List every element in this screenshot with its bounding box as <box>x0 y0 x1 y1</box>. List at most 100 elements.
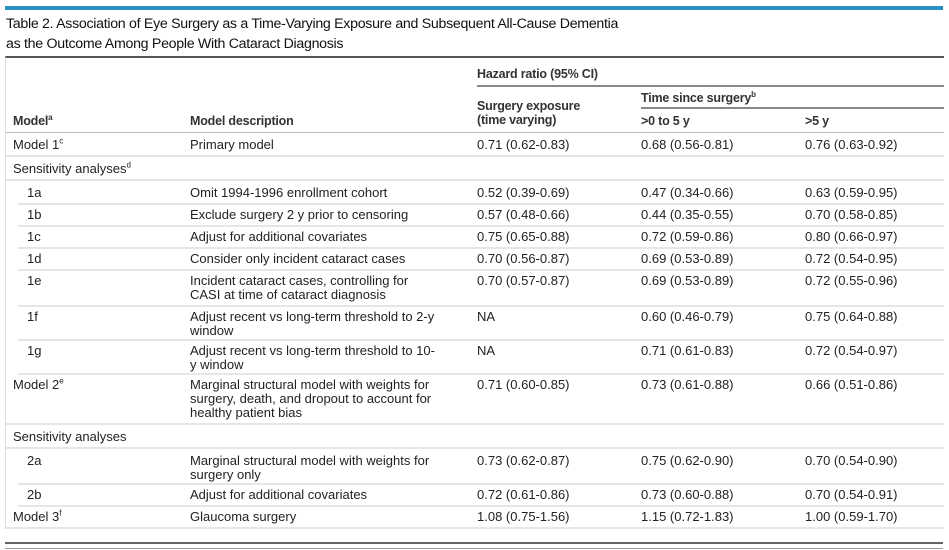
surgery-exposure-header: Surgery exposure (time varying) <box>477 99 580 127</box>
table-row: 1b Exclude surgery 2 y prior to censoring… <box>6 203 944 227</box>
description-cell: Glaucoma surgery <box>190 509 297 524</box>
late-cell: 0.75 (0.64-0.88) <box>805 309 898 324</box>
model-name: 2b <box>27 487 42 502</box>
table-row: 1g Adjust recent vs long-term threshold t… <box>6 339 944 375</box>
early-cell: 0.69 (0.53-0.89) <box>641 273 734 288</box>
model-cell: 1d <box>27 252 41 266</box>
model-name: 1g <box>27 343 42 358</box>
surgery-exposure-line1: Surgery exposure <box>477 99 581 113</box>
model-header: Modela <box>13 112 53 128</box>
table-row: 1e Incident cataract cases, controlling f… <box>6 269 944 307</box>
model-cell: 1f <box>27 310 38 324</box>
table-row: Model 3f Glaucoma surgery 1.08 (0.75-1.56)… <box>6 505 944 529</box>
late-cell: 0.63 (0.59-0.95) <box>805 185 898 200</box>
early-header: >0 to 5 y <box>641 114 690 128</box>
description-cell: Incident cataract cases, controlling for… <box>190 273 409 302</box>
model-name: Sensitivity analyses <box>13 161 127 176</box>
table-row: Model 1c Primary model 0.71 (0.62-0.83) 0.6… <box>6 133 944 157</box>
table-row: 1d Consider only incident cataract cases 0… <box>6 247 944 271</box>
early-cell: 0.71 (0.61-0.83) <box>641 343 734 358</box>
model-name: 1c <box>27 229 41 244</box>
late-cell: 0.70 (0.58-0.85) <box>805 207 898 222</box>
early-cell: 0.68 (0.56-0.81) <box>641 137 734 152</box>
header-rule <box>641 107 944 109</box>
section-row: Sensitivity analysesd <box>6 157 944 181</box>
model-cell: 1c <box>27 230 41 244</box>
table-row: 2b Adjust for additional covariates 0.72 (… <box>6 483 944 507</box>
model-cell: 1a <box>27 186 41 200</box>
exposure-cell: 0.72 (0.61-0.86) <box>477 487 570 502</box>
description-cell: Consider only incident cataract cases <box>190 251 406 266</box>
table-row: 1f Adjust recent vs long-term threshold t… <box>6 305 944 341</box>
early-cell: 0.69 (0.53-0.89) <box>641 251 734 266</box>
exposure-cell: 1.08 (0.75-1.56) <box>477 509 570 524</box>
model-name: 1f <box>27 309 38 324</box>
table-end-rule <box>5 542 943 549</box>
model-cell: Sensitivity analysesd <box>13 160 131 176</box>
time-since-header: Time since surgeryb <box>641 89 756 105</box>
model-name: 1b <box>27 207 42 222</box>
model-cell: Model 3f <box>13 508 62 524</box>
description-cell: Primary model <box>190 137 274 152</box>
late-cell: 1.00 (0.59-1.70) <box>805 509 898 524</box>
accent-bar <box>5 6 943 10</box>
exposure-cell: 0.71 (0.60-0.85) <box>477 377 570 392</box>
late-cell: 0.70 (0.54-0.91) <box>805 487 898 502</box>
exposure-cell: 0.57 (0.48-0.66) <box>477 207 570 222</box>
late-header: >5 y <box>805 114 829 128</box>
description-cell: Adjust recent vs long-term threshold to … <box>190 309 435 338</box>
model-cell: 1g <box>27 344 41 358</box>
exposure-cell: 0.75 (0.65-0.88) <box>477 229 570 244</box>
table-row: 1c Adjust for additional covariates 0.75 (… <box>6 225 944 249</box>
model-cell: 2a <box>27 454 41 468</box>
late-cell: 0.72 (0.55-0.96) <box>805 273 898 288</box>
early-cell: 0.75 (0.62-0.90) <box>641 453 734 468</box>
exposure-cell: 0.73 (0.62-0.87) <box>477 453 570 468</box>
exposure-cell: NA <box>477 343 496 358</box>
early-cell: 1.15 (0.72-1.83) <box>641 509 734 524</box>
exposure-cell: 0.71 (0.62-0.83) <box>477 137 570 152</box>
exposure-cell: 0.70 (0.56-0.87) <box>477 251 570 266</box>
late-cell: 0.70 (0.54-0.90) <box>805 453 898 468</box>
table-row: 2a Marginal structural model with weights… <box>6 449 944 485</box>
late-cell: 0.76 (0.63-0.92) <box>805 137 898 152</box>
description-cell: Marginal structural model with weights f… <box>190 453 430 482</box>
model-name: 1a <box>27 185 42 200</box>
footnote-marker: e <box>59 376 64 386</box>
early-cell: 0.44 (0.35-0.55) <box>641 207 734 222</box>
model-name: Model 1 <box>13 137 60 152</box>
footnote-marker: a <box>48 112 53 122</box>
early-cell: 0.73 (0.60-0.88) <box>641 487 734 502</box>
table-row: Model 2e Marginal structural model with w… <box>6 373 944 425</box>
exposure-cell: NA <box>477 309 496 324</box>
description-cell: Omit 1994-1996 enrollment cohort <box>190 185 388 200</box>
model-name: 2a <box>27 453 42 468</box>
model-name: Sensitivity analyses <box>13 429 127 444</box>
late-cell: 0.66 (0.51-0.86) <box>805 377 898 392</box>
footnote-marker: f <box>59 508 62 518</box>
exposure-cell: 0.52 (0.39-0.69) <box>477 185 570 200</box>
footnote-marker: b <box>751 89 756 99</box>
model-cell: Sensitivity analyses <box>13 430 126 444</box>
model-name: 1e <box>27 273 42 288</box>
table-header: Hazard ratio (95% CI) Time since surgery… <box>6 58 944 133</box>
model-name: Model 3 <box>13 509 60 524</box>
model-cell: 1b <box>27 208 41 222</box>
time-since-label: Time since surgery <box>641 91 752 105</box>
exposure-cell: 0.70 (0.57-0.87) <box>477 273 570 288</box>
surgery-exposure-line2: (time varying) <box>477 113 557 127</box>
description-cell: Adjust for additional covariates <box>190 487 368 502</box>
table-title: Table 2. Association of Eye Surgery as a… <box>6 14 618 54</box>
model-cell: Model 1c <box>13 137 63 152</box>
early-cell: 0.47 (0.34-0.66) <box>641 185 734 200</box>
results-table: Hazard ratio (95% CI) Time since surgery… <box>5 56 944 529</box>
model-name: 1d <box>27 251 42 266</box>
late-cell: 0.72 (0.54-0.95) <box>805 251 898 266</box>
description-cell: Adjust recent vs long-term threshold to … <box>190 343 435 372</box>
model-cell: 2b <box>27 488 41 502</box>
table-row: 1a Omit 1994-1996 enrollment cohort 0.52 (… <box>6 181 944 205</box>
footnote-marker: d <box>126 160 131 170</box>
section-row: Sensitivity analyses <box>6 425 944 449</box>
late-cell: 0.72 (0.54-0.97) <box>805 343 898 358</box>
model-cell: 1e <box>27 274 41 288</box>
